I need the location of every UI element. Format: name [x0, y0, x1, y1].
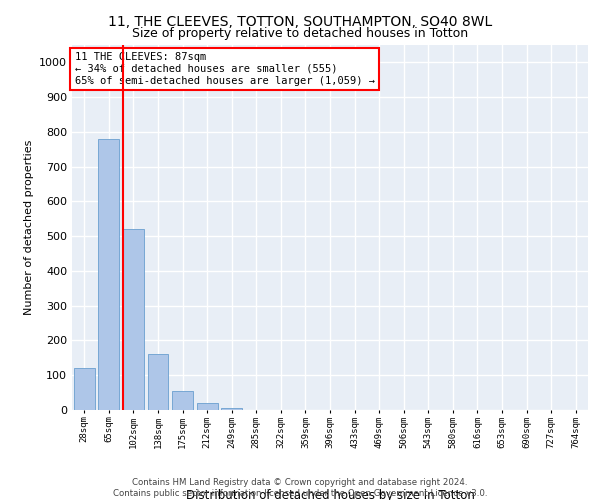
Bar — [172, 391, 193, 410]
Bar — [98, 139, 119, 410]
Text: Contains HM Land Registry data © Crown copyright and database right 2024.
Contai: Contains HM Land Registry data © Crown c… — [113, 478, 487, 498]
Bar — [197, 403, 218, 410]
Text: Size of property relative to detached houses in Totton: Size of property relative to detached ho… — [132, 28, 468, 40]
X-axis label: Distribution of detached houses by size in Totton: Distribution of detached houses by size … — [185, 490, 475, 500]
Bar — [221, 408, 242, 410]
Y-axis label: Number of detached properties: Number of detached properties — [23, 140, 34, 315]
Bar — [74, 368, 95, 410]
Bar — [123, 229, 144, 410]
Bar — [148, 354, 169, 410]
Text: 11 THE CLEEVES: 87sqm
← 34% of detached houses are smaller (555)
65% of semi-det: 11 THE CLEEVES: 87sqm ← 34% of detached … — [74, 52, 374, 86]
Text: 11, THE CLEEVES, TOTTON, SOUTHAMPTON, SO40 8WL: 11, THE CLEEVES, TOTTON, SOUTHAMPTON, SO… — [108, 15, 492, 29]
